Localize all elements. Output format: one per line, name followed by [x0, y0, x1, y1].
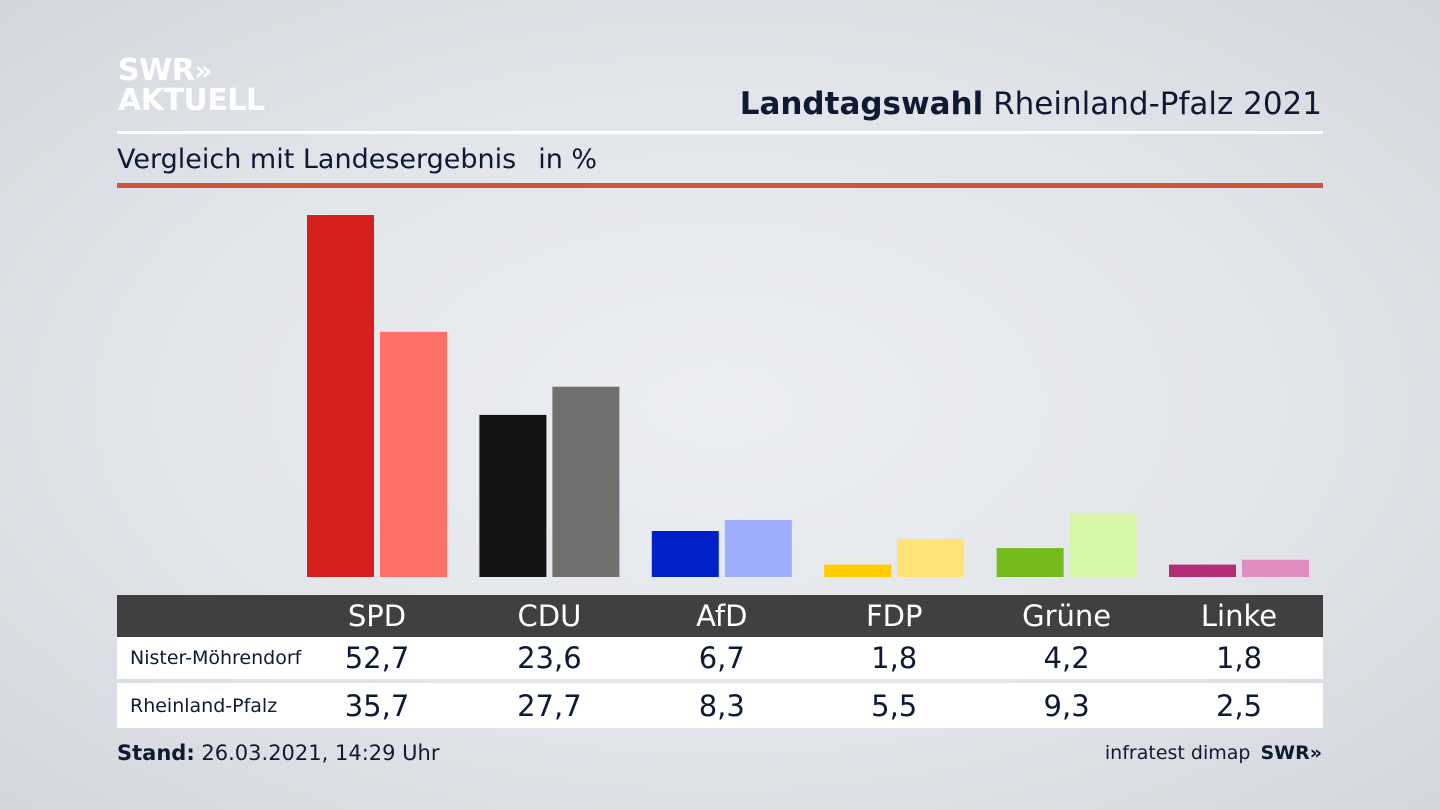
white-divider	[117, 131, 1323, 134]
swr-brand: SWR»	[1260, 742, 1322, 764]
swr-aktuell-logo: SWR» AKTUELL	[118, 56, 265, 116]
subtitle-text: Vergleich mit Landesergebnis	[117, 144, 517, 175]
value-cell: 8,3	[698, 688, 745, 723]
chart-subtitle: Vergleich mit Landesergebnis in %	[117, 144, 597, 175]
bar-linke-local	[1169, 564, 1236, 577]
value-cell: 5,5	[871, 688, 918, 723]
logo-swr: SWR	[118, 53, 195, 88]
table-row: Nister-Möhrendorf 52,7 23,6 6,7 1,8 4,2 1,8	[117, 637, 1323, 679]
bar-fdp-local	[824, 564, 892, 577]
party-header-spd: SPD	[347, 599, 407, 633]
table-row: Rheinland-Pfalz 35,7 27,7 8,3 5,5 9,3 2,5	[117, 683, 1323, 728]
party-header-cdu: CDU	[517, 599, 582, 633]
party-header-gruene: Grüne	[1022, 599, 1112, 633]
party-header-linke: Linke	[1200, 599, 1278, 633]
bar-cdu-local	[479, 414, 547, 577]
bar-gruene-state	[1069, 513, 1137, 577]
timestamp: Stand: 26.03.2021, 14:29 Uhr	[117, 741, 440, 765]
row-label-local: Nister-Möhrendorf	[130, 647, 302, 669]
headline-bold: Landtagswahl	[739, 86, 984, 122]
bar-spd-state	[380, 331, 447, 577]
value-cell: 1,8	[871, 641, 918, 675]
value-cell: 23,6	[517, 641, 582, 675]
results-table: SPD CDU AfD FDP Grüne Linke Nister-Möhrendorf…	[117, 595, 1323, 728]
table-header-row: SPD CDU AfD FDP Grüne Linke	[117, 595, 1323, 637]
value-cell: 2,5	[1215, 688, 1263, 723]
bar-fdp-state	[897, 539, 965, 577]
source-credit: infratest dimap SWR»	[1105, 742, 1322, 764]
bar-linke-state	[1242, 559, 1309, 577]
headline: Landtagswahl Rheinland-Pfalz 2021	[740, 86, 1322, 122]
bar-spd-local	[307, 215, 374, 577]
value-cell: 35,7	[344, 688, 410, 723]
bar-afd-state	[724, 520, 792, 577]
red-divider	[117, 183, 1323, 188]
bar-afd-local	[651, 531, 719, 577]
headline-rest: Rheinland-Pfalz 2021	[983, 86, 1322, 122]
value-cell: 52,7	[344, 641, 410, 675]
stand-value: 26.03.2021, 14:29 Uhr	[194, 741, 440, 765]
bar-cdu-state	[552, 386, 620, 577]
logo-aktuell: AKTUELL	[118, 83, 265, 118]
value-cell: 1,8	[1215, 641, 1263, 675]
value-cell: 4,2	[1043, 641, 1090, 675]
bar-gruene-local	[996, 548, 1064, 577]
row-label-state: Rheinland-Pfalz	[130, 694, 278, 717]
party-header-fdp: FDP	[865, 599, 923, 633]
stand-label: Stand:	[117, 741, 195, 765]
value-cell: 9,3	[1043, 688, 1090, 723]
value-cell: 6,7	[698, 641, 745, 675]
subtitle-unit: in %	[538, 144, 598, 175]
source-text: infratest dimap	[1104, 742, 1251, 764]
party-header-afd: AfD	[696, 599, 748, 633]
value-cell: 27,7	[517, 688, 582, 723]
